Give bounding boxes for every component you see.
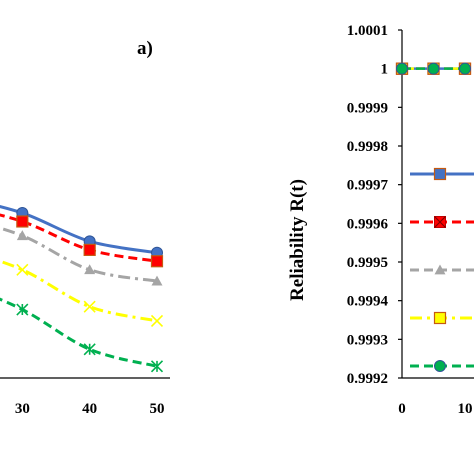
x-tick-label: 30 [15, 401, 30, 417]
y-tick-label: 1 [381, 62, 389, 78]
legend-marker [433, 311, 447, 325]
series-line [0, 259, 158, 323]
series-line [0, 204, 158, 255]
series-group-a [0, 204, 164, 373]
series-5 [0, 297, 164, 373]
y-tick-label: 0.9993 [347, 332, 388, 348]
data-point [16, 263, 29, 276]
series-group-b [395, 62, 472, 75]
series-line [0, 297, 158, 368]
series-line [0, 213, 158, 263]
chart-panel-a: a) 30 40 50 [0, 38, 170, 417]
data-point [150, 360, 164, 373]
x-tick-label: 10 [458, 401, 473, 417]
legend-marker [433, 167, 447, 181]
data-point [83, 343, 96, 356]
data-point [427, 62, 440, 75]
data-point [459, 62, 471, 75]
data-point [396, 62, 408, 75]
y-tick-label: 0.9994 [347, 294, 389, 310]
data-point [16, 303, 29, 316]
legend-entry-1 [410, 167, 474, 181]
y-tick-label: 0.9999 [347, 100, 388, 116]
data-point [150, 314, 164, 327]
legend-entry-5 [410, 360, 474, 372]
legend-marker [434, 264, 446, 275]
y-tick-label: 0.9995 [347, 255, 388, 271]
data-point [16, 230, 28, 241]
y-tick-label: 0.9992 [347, 371, 388, 387]
series-3 [0, 226, 163, 286]
x-ticks-a: 30 40 50 [15, 401, 165, 417]
panel-label: a) [137, 38, 153, 59]
data-point [84, 264, 96, 275]
x-tick-label: 40 [82, 401, 97, 417]
legend-marker-cross [434, 216, 446, 228]
legend-entry-4 [410, 311, 474, 325]
x-ticks-b: 0 10 [398, 401, 472, 417]
x-tick-label: 50 [150, 401, 165, 417]
series-5 [396, 62, 471, 75]
data-point [151, 275, 163, 286]
y-tick-label: 1.0001 [347, 23, 388, 39]
data-point [16, 215, 29, 228]
legend-entry-3 [410, 264, 474, 275]
data-point [83, 243, 96, 256]
y-axis-label: Reliability R(t) [287, 179, 308, 301]
data-point [150, 255, 164, 268]
series-line [0, 226, 158, 283]
y-tick-label: 0.9996 [347, 216, 389, 232]
series-4 [0, 259, 164, 327]
series-2 [0, 213, 164, 268]
legend-marker [434, 360, 446, 372]
y-ticks-b: 1.0001 1 0.9999 0.9998 0.9997 0.9996 0.9995 0.9… [347, 23, 402, 387]
data-point [83, 300, 96, 313]
y-tick-label: 0.9998 [347, 139, 388, 155]
legend-entry-2 [410, 216, 474, 228]
chart-panel-b: Reliability R(t) 1.0001 1 0.9999 0.9998 0.99… [287, 23, 474, 417]
legend [410, 167, 474, 372]
y-tick-label: 0.9997 [347, 178, 389, 194]
x-tick-label: 0 [398, 401, 406, 417]
